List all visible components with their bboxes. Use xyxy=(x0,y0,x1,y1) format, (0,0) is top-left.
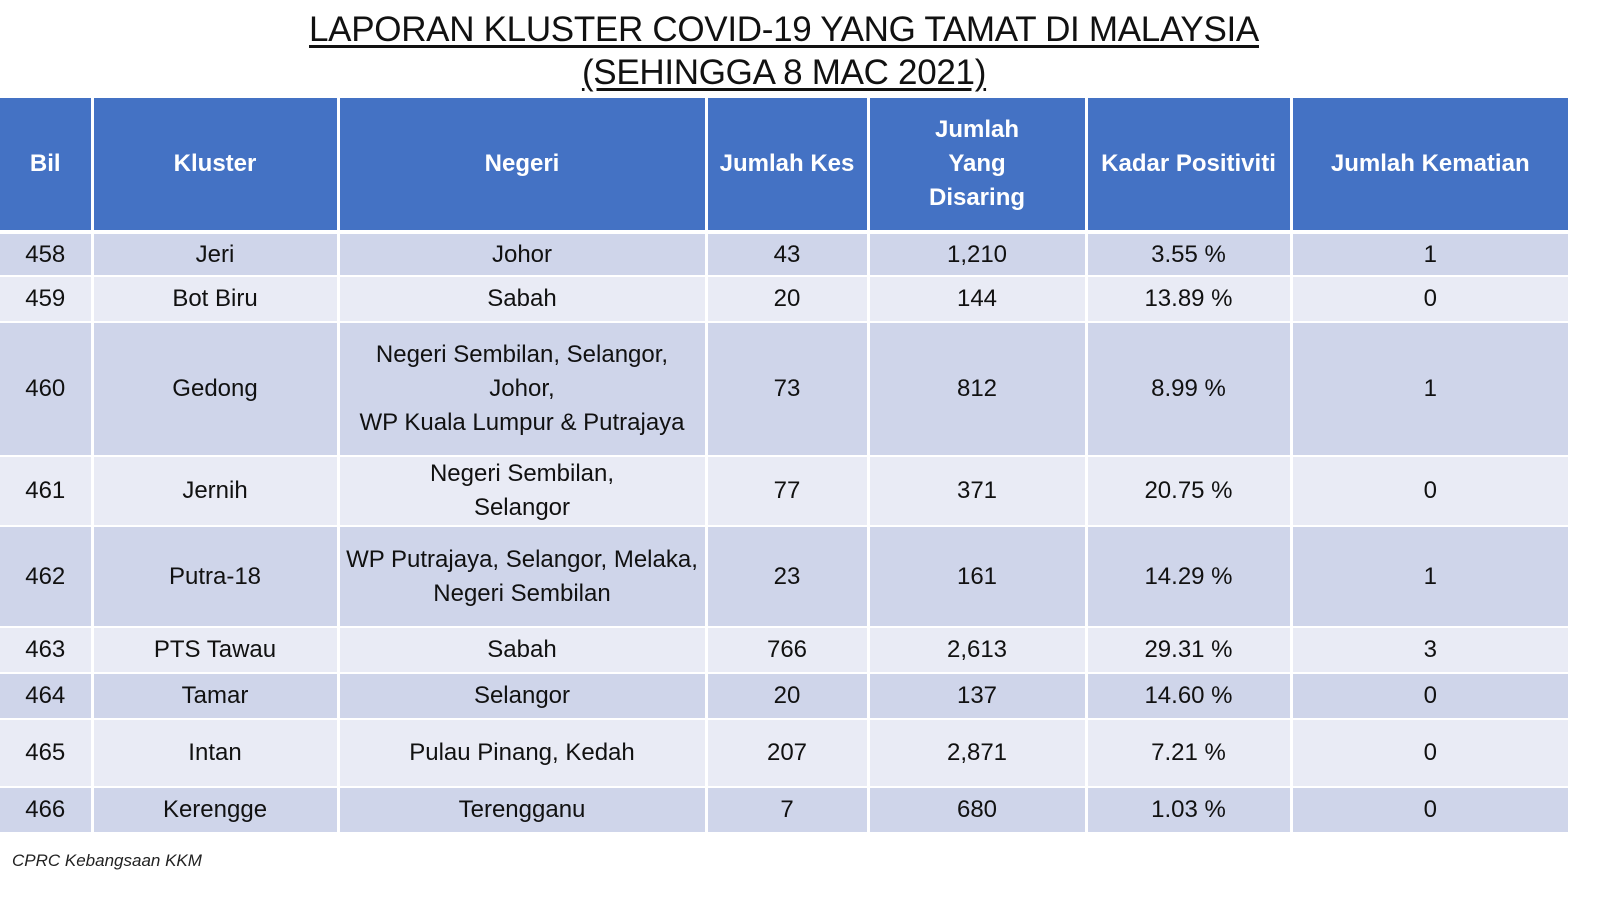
table-row: 463 PTS Tawau Sabah 766 2,613 29.31 % 3 xyxy=(0,627,1568,674)
negeri-line: Selangor xyxy=(473,494,571,521)
negeri-line: Sabah xyxy=(487,636,557,663)
cell-jumlah-disaring: 1,210 xyxy=(868,232,1088,277)
negeri-line: Selangor xyxy=(473,682,571,709)
cell-kluster: Tamar xyxy=(92,673,340,720)
cell-kadar-positiviti: 7.21 % xyxy=(1086,719,1293,788)
cell-kluster: Kerengge xyxy=(92,787,340,834)
cell-jumlah-kematian: 0 xyxy=(1291,276,1568,323)
negeri-line: Johor, xyxy=(489,375,555,402)
report-title: LAPORAN KLUSTER COVID-19 YANG TAMAT DI M… xyxy=(0,8,1568,94)
negeri-line: Negeri Sembilan xyxy=(433,579,611,607)
cell-jumlah-disaring: 161 xyxy=(868,526,1088,628)
negeri-line: Pulau Pinang, Kedah xyxy=(409,739,635,766)
cluster-table: Bil Kluster Negeri Jumlah Kes Jumlah Yan… xyxy=(0,98,1568,834)
cell-bil: 461 xyxy=(0,456,94,527)
cell-bil: 462 xyxy=(0,526,94,628)
header-kluster: Kluster xyxy=(92,98,340,234)
header-jumlah-kematian: Jumlah Kematian xyxy=(1291,98,1568,234)
cell-kadar-positiviti: 13.89 % xyxy=(1086,276,1293,323)
cell-jumlah-kes: 43 xyxy=(706,232,870,277)
table-header-row: Bil Kluster Negeri Jumlah Kes Jumlah Yan… xyxy=(0,98,1568,234)
cell-negeri: Negeri Sembilan, Selangor xyxy=(338,456,708,527)
cell-jumlah-disaring: 2,613 xyxy=(868,627,1088,674)
cell-bil: 458 xyxy=(0,232,94,277)
table-row: 462 Putra-18 WP Putrajaya, Selangor, Mel… xyxy=(0,526,1568,628)
cell-jumlah-disaring: 371 xyxy=(868,456,1088,527)
cell-kadar-positiviti: 1.03 % xyxy=(1086,787,1293,834)
cell-negeri: Selangor xyxy=(338,673,708,720)
table-row: 459 Bot Biru Sabah 20 144 13.89 % 0 xyxy=(0,276,1568,323)
cell-jumlah-kes: 73 xyxy=(706,322,870,457)
header-jumlah-disaring-text: Jumlah Yang Disaring xyxy=(928,116,1026,211)
cell-kluster: Putra-18 xyxy=(92,526,340,628)
cell-bil: 459 xyxy=(0,276,94,323)
table-row: 458 Jeri Johor 43 1,210 3.55 % 1 xyxy=(0,232,1568,277)
negeri-line: Johor xyxy=(491,240,553,268)
cell-kadar-positiviti: 29.31 % xyxy=(1086,627,1293,674)
table-row: 460 Gedong Negeri Sembilan, Selangor, Jo… xyxy=(0,322,1568,457)
cell-jumlah-disaring: 144 xyxy=(868,276,1088,323)
cell-jumlah-disaring: 2,871 xyxy=(868,719,1088,788)
cell-jumlah-kes: 23 xyxy=(706,526,870,628)
cell-jumlah-kematian: 3 xyxy=(1291,627,1568,674)
negeri-line: Negeri Sembilan, xyxy=(429,460,615,487)
cell-kadar-positiviti: 8.99 % xyxy=(1086,322,1293,457)
cell-bil: 460 xyxy=(0,322,94,457)
cell-jumlah-kes: 207 xyxy=(706,719,870,788)
header-jumlah-kes: Jumlah Kes xyxy=(706,98,870,234)
cell-bil: 465 xyxy=(0,719,94,788)
cell-kadar-positiviti: 20.75 % xyxy=(1086,456,1293,527)
header-negeri: Negeri xyxy=(338,98,708,234)
cell-jumlah-kematian: 1 xyxy=(1291,232,1568,277)
header-bil: Bil xyxy=(0,98,94,234)
header-jumlah-disaring: Jumlah Yang Disaring xyxy=(868,98,1088,234)
negeri-line: Negeri Sembilan, Selangor, xyxy=(375,341,669,368)
cell-bil: 463 xyxy=(0,627,94,674)
cell-kadar-positiviti: 14.29 % xyxy=(1086,526,1293,628)
cell-negeri: WP Putrajaya, Selangor, Melaka, Negeri S… xyxy=(338,526,708,628)
cell-jumlah-kes: 20 xyxy=(706,673,870,720)
table-row: 461 Jernih Negeri Sembilan, Selangor 77 … xyxy=(0,456,1568,527)
source-note: CPRC Kebangsaan KKM xyxy=(12,851,202,870)
negeri-line: WP Kuala Lumpur & Putrajaya xyxy=(359,409,685,436)
cell-kluster: Bot Biru xyxy=(92,276,340,323)
cell-negeri: Pulau Pinang, Kedah xyxy=(338,719,708,788)
cell-kluster: Intan xyxy=(92,719,340,788)
cell-negeri: Johor xyxy=(338,232,708,277)
cell-jumlah-kes: 77 xyxy=(706,456,870,527)
cell-negeri: Sabah xyxy=(338,276,708,323)
cell-jumlah-disaring: 812 xyxy=(868,322,1088,457)
table-row: 465 Intan Pulau Pinang, Kedah 207 2,871 … xyxy=(0,719,1568,788)
header-kadar-positiviti: Kadar Positiviti xyxy=(1086,98,1293,234)
cell-bil: 466 xyxy=(0,787,94,834)
cell-kadar-positiviti: 3.55 % xyxy=(1086,232,1293,277)
cell-kluster: Gedong xyxy=(92,322,340,457)
cell-jumlah-kematian: 1 xyxy=(1291,526,1568,628)
cell-jumlah-kes: 766 xyxy=(706,627,870,674)
cell-negeri: Sabah xyxy=(338,627,708,674)
cell-kadar-positiviti: 14.60 % xyxy=(1086,673,1293,720)
cell-jumlah-kes: 7 xyxy=(706,787,870,834)
cell-jumlah-disaring: 680 xyxy=(868,787,1088,834)
cell-jumlah-kematian: 0 xyxy=(1291,719,1568,788)
cell-jumlah-kematian: 0 xyxy=(1291,673,1568,720)
report-title-line-1: LAPORAN KLUSTER COVID-19 YANG TAMAT DI M… xyxy=(309,10,1259,49)
report-title-line-2: (SEHINGGA 8 MAC 2021) xyxy=(581,53,987,92)
cell-jumlah-disaring: 137 xyxy=(868,673,1088,720)
cell-bil: 464 xyxy=(0,673,94,720)
negeri-line: Terengganu xyxy=(458,796,586,823)
negeri-line: Sabah xyxy=(487,285,557,312)
cell-kluster: PTS Tawau xyxy=(92,627,340,674)
cell-jumlah-kematian: 0 xyxy=(1291,787,1568,834)
cell-negeri: Terengganu xyxy=(338,787,708,834)
cell-jumlah-kes: 20 xyxy=(706,276,870,323)
cell-kluster: Jeri xyxy=(92,232,340,277)
cell-negeri: Negeri Sembilan, Selangor, Johor, WP Kua… xyxy=(338,322,708,457)
table-row: 466 Kerengge Terengganu 7 680 1.03 % 0 xyxy=(0,787,1568,834)
negeri-line: WP Putrajaya, Selangor, Melaka, xyxy=(346,545,698,573)
cell-kluster: Jernih xyxy=(92,456,340,527)
cell-jumlah-kematian: 0 xyxy=(1291,456,1568,527)
table-row: 464 Tamar Selangor 20 137 14.60 % 0 xyxy=(0,673,1568,720)
cell-jumlah-kematian: 1 xyxy=(1291,322,1568,457)
